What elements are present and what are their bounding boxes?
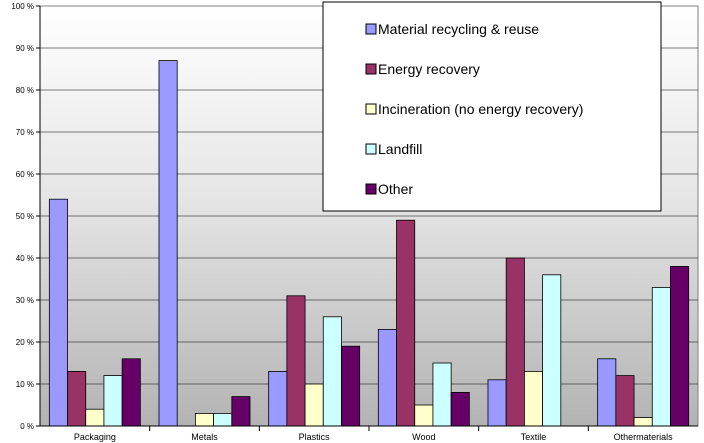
legend-label: Material recycling & reuse xyxy=(378,21,539,37)
legend-label: Energy recovery xyxy=(378,61,480,77)
y-tick-labels: 0 % 10 % 20 % 30 % 40 % 50 % 60 % 70 % 80 % 90 % 1… xyxy=(11,2,34,431)
y-tick-label: 40 % xyxy=(16,254,34,263)
bar-other-packaging xyxy=(121,358,141,427)
legend-swatch xyxy=(365,103,377,115)
x-tick-label: Wood xyxy=(412,432,435,442)
bar-incineration-no-energy-recovery--plastics xyxy=(304,383,324,427)
bar-other-wood xyxy=(450,391,470,427)
x-tick-label: Plastics xyxy=(299,432,331,442)
legend-label: Incineration (no energy recovery) xyxy=(378,101,583,117)
bar-incineration-no-energy-recovery--othermaterials xyxy=(633,417,653,427)
bar-other-othermaterials xyxy=(670,265,690,427)
y-tick-label: 20 % xyxy=(16,338,34,347)
bar-other-plastics xyxy=(341,345,361,427)
bar-incineration-no-energy-recovery--wood xyxy=(414,404,434,427)
bar-material-recycling-reuse-metals xyxy=(158,60,178,427)
x-tick-label: Metals xyxy=(191,432,218,442)
legend-label: Other xyxy=(378,181,413,197)
x-tick-labels: Packaging Metals Plastics Wood Textile Otherm… xyxy=(74,432,673,442)
y-tick-label: 60 % xyxy=(16,170,34,179)
y-tick-label: 50 % xyxy=(16,212,34,221)
y-tick-label: 0 % xyxy=(20,422,34,431)
legend-swatch xyxy=(365,143,377,155)
bar-energy-recovery-othermaterials xyxy=(615,375,635,427)
bar-material-recycling-reuse-othermaterials xyxy=(597,358,617,427)
bar-energy-recovery-wood xyxy=(396,219,416,427)
legend-box xyxy=(322,1,662,212)
legend-swatch xyxy=(365,23,377,35)
bar-incineration-no-energy-recovery--metals xyxy=(194,412,215,427)
y-tick-label: 90 % xyxy=(16,44,34,53)
legend-swatch xyxy=(365,183,377,195)
bar-material-recycling-reuse-wood xyxy=(377,328,397,427)
y-tick-label: 10 % xyxy=(16,380,34,389)
bar-energy-recovery-textile xyxy=(505,257,525,427)
bar-other-metals xyxy=(231,396,251,427)
bar-landfill-metals xyxy=(213,412,233,427)
bar-energy-recovery-packaging xyxy=(67,370,87,427)
bar-landfill-wood xyxy=(432,362,452,427)
bar-landfill-packaging xyxy=(103,375,123,427)
y-tick-label: 80 % xyxy=(16,86,34,95)
bar-incineration-no-energy-recovery--textile xyxy=(523,370,544,427)
legend: Material recycling & reuse Energy recover… xyxy=(322,1,662,212)
axes xyxy=(36,5,698,431)
x-tick-label: Packaging xyxy=(74,432,116,442)
bar-landfill-textile xyxy=(542,274,562,427)
y-tick-label: 30 % xyxy=(16,296,34,305)
bar-landfill-plastics xyxy=(322,316,342,427)
bar-material-recycling-reuse-textile xyxy=(487,379,507,427)
y-tick-label: 70 % xyxy=(16,128,34,137)
legend-label: Landfill xyxy=(378,141,422,157)
x-tick-label: Othermaterials xyxy=(614,432,674,442)
legend-swatch xyxy=(365,63,377,75)
bar-incineration-no-energy-recovery--packaging xyxy=(85,408,105,427)
x-tick-label: Textile xyxy=(521,432,547,442)
bar-energy-recovery-plastics xyxy=(286,295,306,427)
bar-material-recycling-reuse-plastics xyxy=(268,370,288,427)
bars xyxy=(48,60,690,427)
y-tick-label: 100 % xyxy=(11,2,34,11)
bar-landfill-othermaterials xyxy=(651,286,671,427)
bar-material-recycling-reuse-packaging xyxy=(48,198,68,427)
